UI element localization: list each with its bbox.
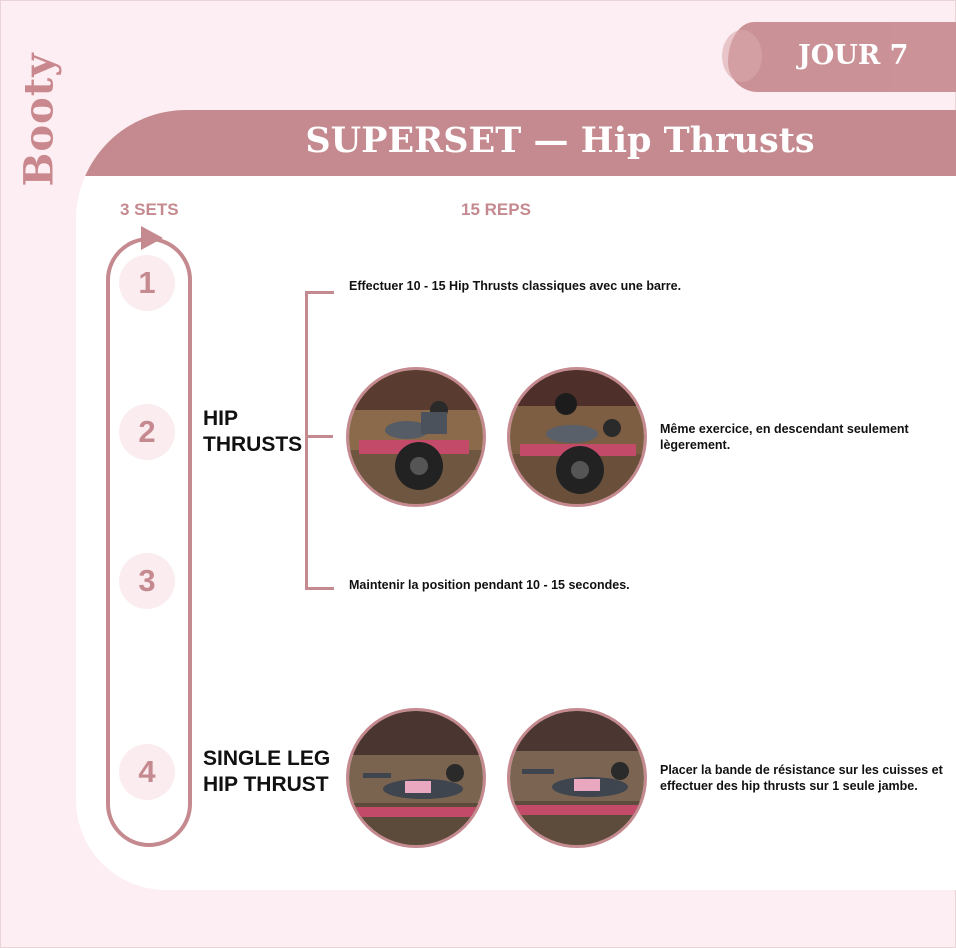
reps-label: 15 REPS — [461, 200, 531, 219]
card-header: SUPERSET — Hip Thrusts — [76, 110, 956, 176]
step-1: 1 — [119, 255, 175, 311]
single-leg-photo-1 — [346, 708, 486, 848]
bracket — [305, 291, 334, 590]
exercise-name-line: SINGLE LEG — [203, 747, 331, 770]
hip-thrust-photo-1 — [346, 367, 486, 507]
bracket-tick — [305, 435, 333, 438]
sets-label: 3 SETS — [120, 200, 179, 219]
note-top: Effectuer 10 - 15 Hip Thrusts classiques… — [349, 279, 682, 293]
exercise-single-leg-hip-thrust: SINGLE LEG HIP THRUST — [203, 746, 330, 798]
step-3: 3 — [119, 553, 175, 609]
page-title: SUPERSET — Hip Thrusts — [305, 120, 815, 161]
note-single-leg: Placer la bande de résistance sur les cu… — [660, 763, 943, 793]
step-2: 2 — [119, 404, 175, 460]
step-4: 4 — [119, 744, 175, 800]
exercise-name-line: HIP — [203, 407, 239, 430]
day-badge-background — [722, 22, 956, 92]
exercise-hip-thrusts: HIP THRUSTS — [203, 406, 302, 458]
note-middle: Même exercice, en descendant seulement l… — [660, 422, 909, 452]
day-label: JOUR 7 — [798, 40, 909, 71]
exercise-name-line: THRUSTS — [203, 433, 303, 456]
track-arrow-icon — [141, 226, 163, 250]
single-leg-photo-2 — [507, 708, 647, 848]
note-bottom: Maintenir la position pendant 10 - 15 se… — [349, 578, 630, 592]
hip-thrust-photo-2 — [507, 367, 647, 507]
exercise-name-line: HIP THRUST — [203, 773, 329, 796]
side-title: Booty — [15, 52, 63, 187]
